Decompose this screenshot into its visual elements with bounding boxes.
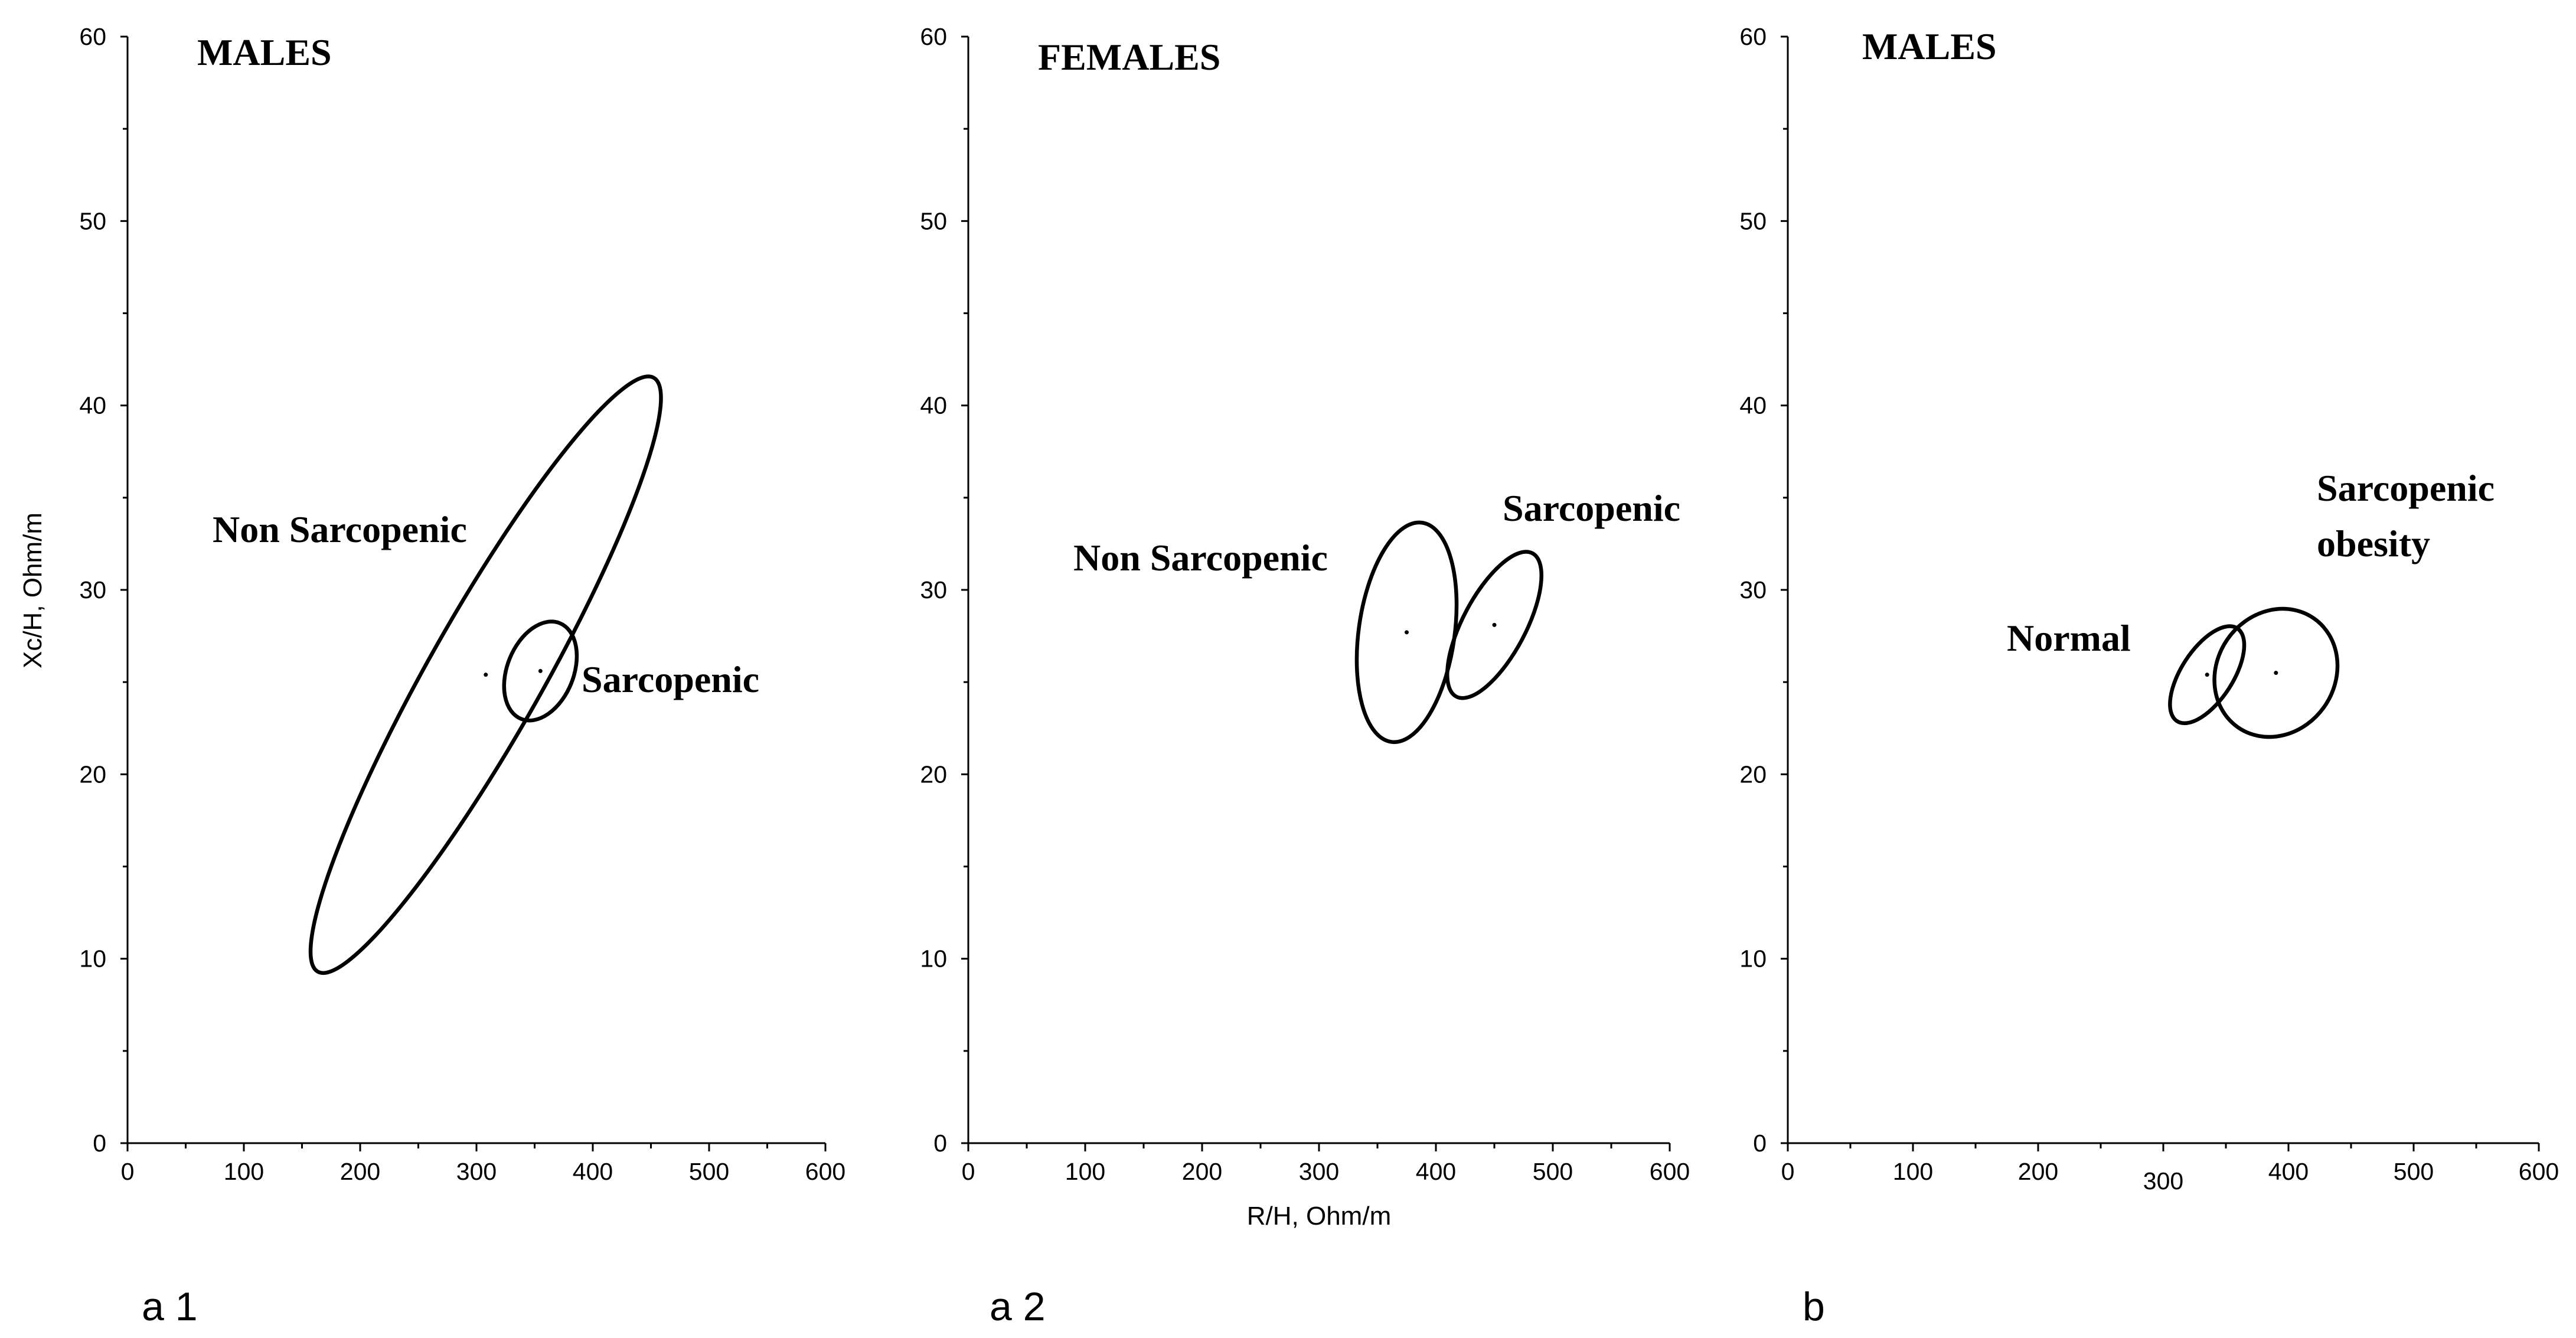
x-axis-label: R/H, Ohm/m — [1247, 1202, 1391, 1231]
y-tick-label: 0 — [1753, 1130, 1767, 1157]
x-tick-label: 200 — [2018, 1158, 2058, 1185]
x-tick-label: 500 — [1533, 1158, 1573, 1185]
panel-3: 0 100 200 300 400 500 600 0 10 20 30 40 50 60 MALES b No… — [1739, 23, 2559, 1329]
group-label: Non Sarcopenic — [213, 508, 467, 550]
y-tick-label: 30 — [79, 576, 106, 603]
y-tick-label: 50 — [79, 207, 106, 234]
y-tick-label: 40 — [79, 392, 106, 419]
x-tick-label: 600 — [2519, 1158, 2559, 1185]
y-tick-label: 30 — [920, 576, 947, 603]
x-tick-label: 100 — [1893, 1158, 1933, 1185]
x-tick-label: 400 — [573, 1158, 613, 1185]
panel-title: MALES — [197, 31, 332, 73]
y-axis-label: Xc/H, Ohm/m — [18, 513, 47, 668]
panel-letter: a 2 — [990, 1284, 1046, 1329]
x-tick-label: 600 — [1650, 1158, 1690, 1185]
y-tick-label: 60 — [79, 23, 106, 50]
ellipse-center-point — [2274, 671, 2278, 675]
y-tick-label: 20 — [920, 761, 947, 788]
y-tick-label: 50 — [920, 207, 947, 234]
ellipse-non-sarcopenic — [308, 374, 663, 975]
ellipse-sarcopenic — [502, 619, 579, 723]
x-tick-label: 500 — [2394, 1158, 2434, 1185]
x-tick-label: 0 — [1781, 1158, 1795, 1185]
y-tick-label: 30 — [1739, 576, 1767, 603]
y-tick-label: 40 — [920, 392, 947, 419]
panel-2: 0 100 200 300 400 500 600 0 10 20 30 40 50 60 FEMALES a… — [920, 23, 1690, 1329]
x-tick-label: 600 — [805, 1158, 845, 1185]
group-label: Normal — [2007, 617, 2131, 659]
x-tick-label: 100 — [1065, 1158, 1105, 1185]
x-tick-label: 500 — [689, 1158, 729, 1185]
y-tick-label: 10 — [79, 945, 106, 973]
y-tick-label: 50 — [1739, 207, 1767, 234]
x-tick-label: 200 — [1182, 1158, 1222, 1185]
x-tick-label: 100 — [224, 1158, 264, 1185]
y-tick-label: 60 — [1739, 23, 1767, 50]
ellipse-center-point — [538, 668, 543, 673]
ellipse-center-point — [484, 673, 488, 677]
x-tick-label: 200 — [340, 1158, 380, 1185]
ellipse-sarcopenic — [1445, 550, 1544, 700]
y-tick-label: 20 — [79, 761, 106, 788]
y-tick-label: 60 — [920, 23, 947, 50]
ellipse-sarcopenic-obesity — [2212, 606, 2340, 739]
y-tick-label: 0 — [933, 1130, 947, 1157]
x-tick-label: 300 — [1299, 1158, 1339, 1185]
x-tick-label: 0 — [962, 1158, 975, 1185]
group-label: Sarcopenic — [2317, 467, 2495, 509]
panel-letter: a 1 — [142, 1284, 198, 1329]
y-tick-label: 40 — [1739, 392, 1767, 419]
x-tick-label: 400 — [1416, 1158, 1456, 1185]
y-tick-label: 20 — [1739, 761, 1767, 788]
x-tick-label: 400 — [2268, 1158, 2309, 1185]
x-tick-label: 300 — [2143, 1167, 2183, 1195]
panel-letter: b — [1803, 1284, 1825, 1329]
y-tick-label: 0 — [93, 1130, 106, 1157]
ellipse-center-point — [2205, 673, 2209, 677]
group-label: Sarcopenic — [1503, 487, 1680, 529]
panel-title: FEMALES — [1038, 36, 1220, 78]
ellipse-center-point — [1405, 630, 1409, 635]
ellipse-center-point — [1492, 622, 1497, 627]
panel-title: MALES — [1862, 25, 1997, 67]
y-tick-label: 10 — [1739, 945, 1767, 973]
y-tick-label: 10 — [920, 945, 947, 973]
group-label: Non Sarcopenic — [1073, 537, 1328, 579]
group-label: Sarcopenic — [582, 658, 759, 700]
panel-1: 0 100 200 300 400 500 600 0 10 20 30 40 50 60 MALES a 1… — [18, 23, 845, 1329]
x-tick-label: 300 — [456, 1158, 497, 1185]
group-label-line-2: obesity — [2317, 523, 2430, 564]
x-tick-label: 0 — [121, 1158, 135, 1185]
